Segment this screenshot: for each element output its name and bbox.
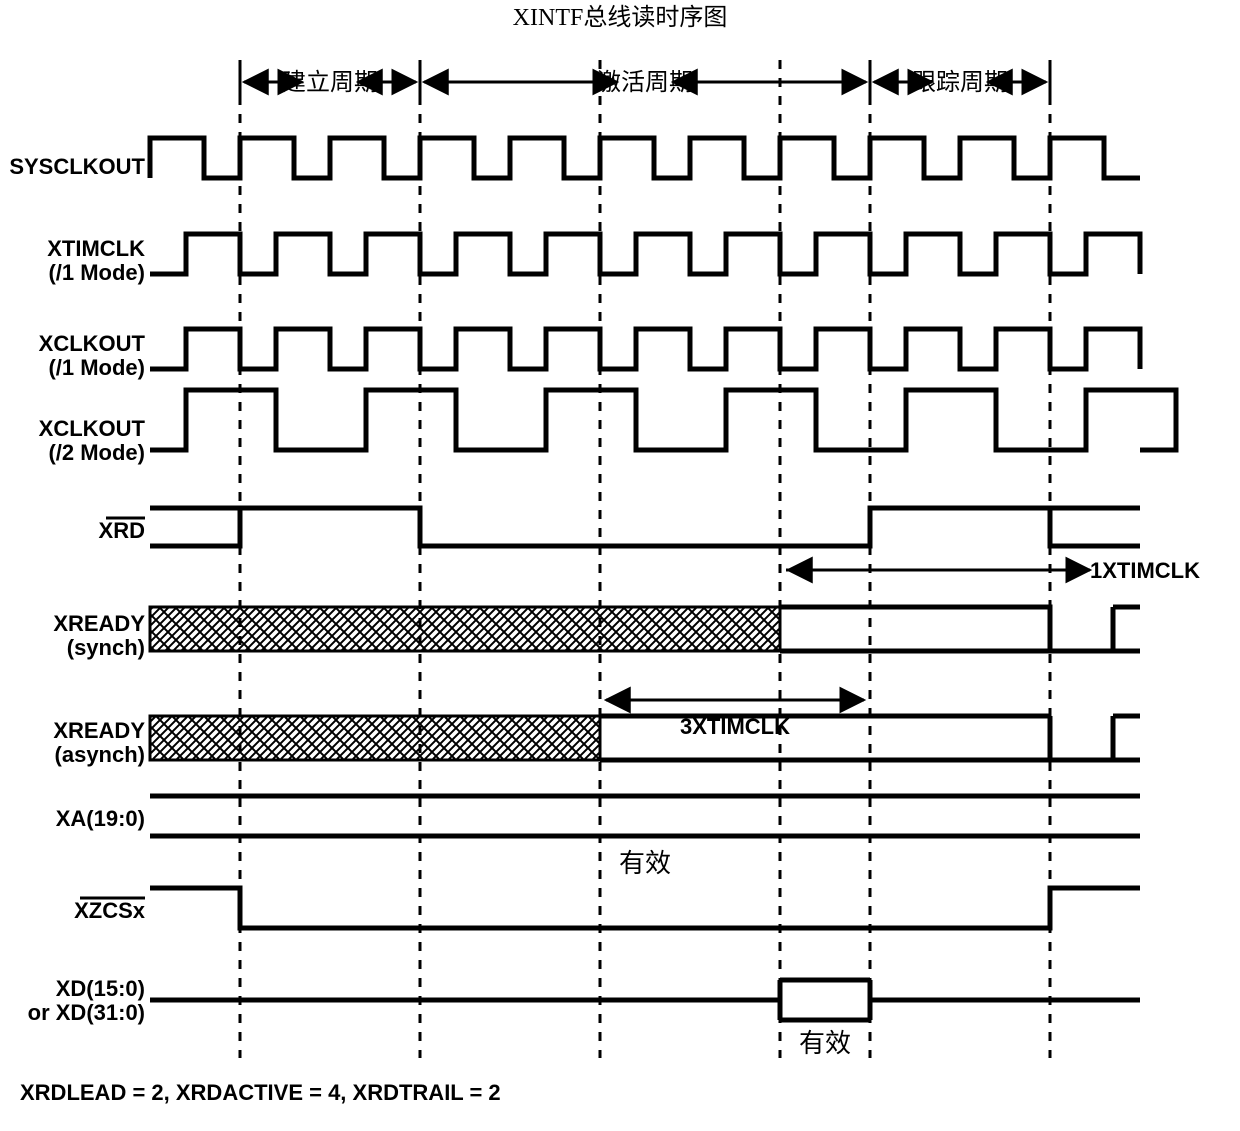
anno-valid-xd: 有效 [799,1029,851,1058]
phase-trail: 跟踪周期 [912,69,1008,96]
label-sysclkout: SYSCLKOUT [9,154,145,179]
anno-valid-xa: 有效 [619,849,671,878]
wave-sysclkout [150,138,1140,178]
label-xclkout1: XCLKOUT [39,331,146,356]
wave-xready-s-top [780,607,1140,651]
label-xtimclk: XTIMCLK [47,236,145,261]
wave-xrd [150,508,1140,546]
label-xzcs: XZCSx [74,898,146,923]
phase-active: 激活周期 [597,69,693,96]
wave-xzcs [150,888,1140,928]
label-xready-a-2: (asynch) [55,742,145,767]
footer-note: XRDLEAD = 2, XRDACTIVE = 4, XRDTRAIL = 2 [20,1080,501,1105]
label-xready-s-2: (synch) [67,635,145,660]
label-xready-a: XREADY [53,718,145,743]
label-xclkout2-mode: (/2 Mode) [48,440,145,465]
label-xd: XD(15:0) [56,976,145,1001]
label-xa: XA(19:0) [56,806,145,831]
diagram-title: XINTF总线读时序图 [513,4,728,31]
label-xclkout2: XCLKOUT [39,416,146,441]
wave-xclkout2 [150,390,1176,450]
label-xrd: XRD [99,518,145,543]
wave-xclkout1 [150,329,1140,369]
label-xclkout1-mode: (/1 Mode) [48,355,145,380]
xready-asynch-invalid [150,716,600,760]
label-xtimclk-mode: (/1 Mode) [48,260,145,285]
label-xready-s: XREADY [53,611,145,636]
phase-setup: 建立周期 [282,69,378,96]
label-xd-2: or XD(31:0) [28,1000,145,1025]
xready-synch-invalid [150,607,780,651]
wave-xtimclk [150,234,1140,274]
anno-1xtimclk: 1XTIMCLK [1090,558,1200,583]
